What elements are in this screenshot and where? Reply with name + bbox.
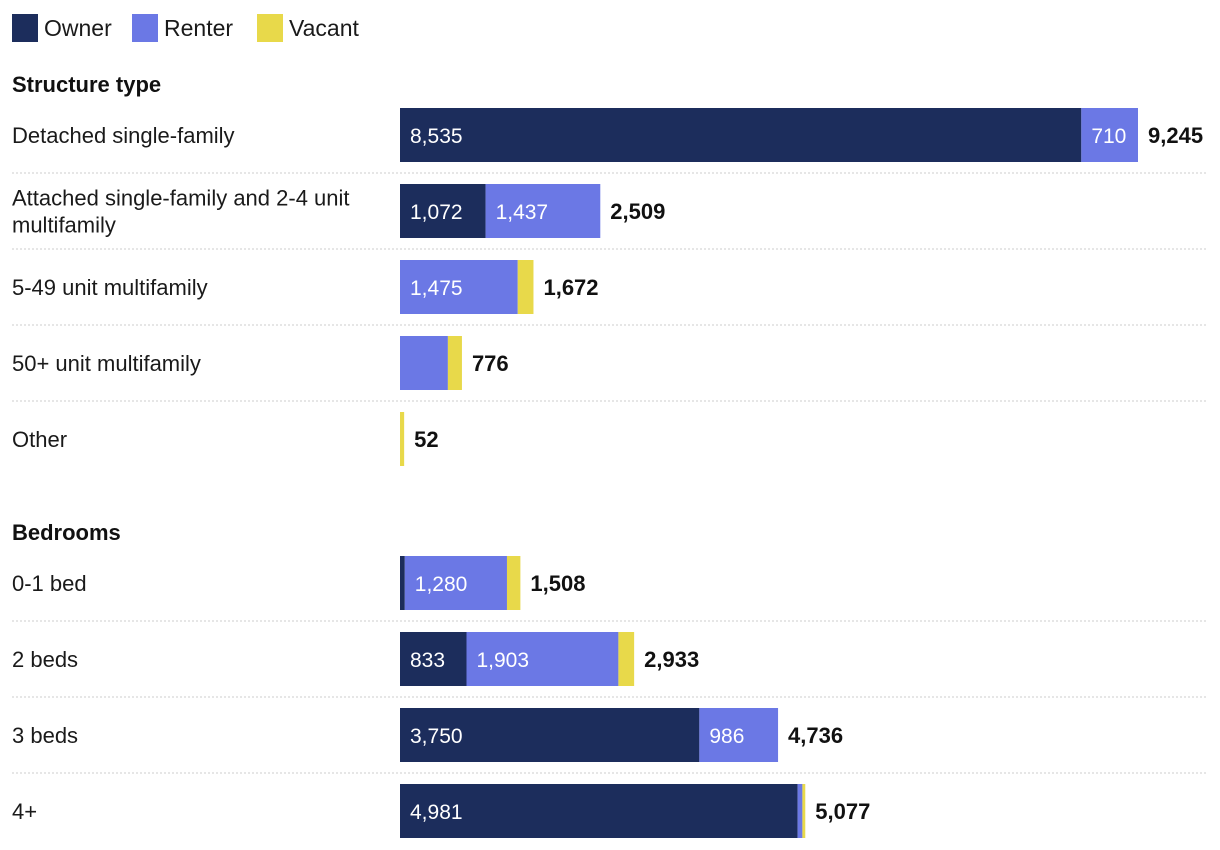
- bar-segment-owner: [400, 184, 486, 238]
- segment-value-label: 3,750: [410, 725, 463, 748]
- total-value-label: 52: [414, 427, 438, 452]
- segment-value-label: 1,280: [415, 573, 468, 596]
- total-value-label: 1,508: [530, 571, 585, 596]
- segment-value-label: 1,475: [410, 277, 463, 300]
- bar-segment-vacant: [506, 556, 521, 610]
- bar-segment-renter: [485, 184, 601, 238]
- category-label: Other: [12, 427, 67, 452]
- total-value-label: 9,245: [1148, 123, 1203, 148]
- segment-value-label: 8,535: [410, 125, 463, 148]
- bar-segment-vacant: [802, 784, 806, 838]
- bar-segment-owner: [400, 632, 467, 686]
- legend-label-owner: Owner: [44, 15, 112, 41]
- bar-segment-renter: [797, 784, 803, 838]
- legend-swatch-owner: [12, 14, 38, 42]
- total-value-label: 4,736: [788, 723, 843, 748]
- bar-segment-vacant: [447, 336, 462, 390]
- total-value-label: 2,933: [644, 647, 699, 672]
- bar-segment-renter: [400, 260, 518, 314]
- legend-swatch-vacant: [257, 14, 283, 42]
- total-value-label: 5,077: [815, 799, 870, 824]
- bar-segment-vacant: [400, 412, 405, 466]
- legend-label-vacant: Vacant: [289, 15, 360, 41]
- category-label: 0-1 bed: [12, 571, 87, 596]
- bar-segment-owner: [400, 556, 405, 610]
- bar-segment-vacant: [618, 632, 635, 686]
- total-value-label: 776: [472, 351, 509, 376]
- bar-segment-renter: [400, 336, 448, 390]
- section-title: Bedrooms: [12, 520, 121, 545]
- segment-value-label: 1,072: [410, 201, 463, 224]
- category-label: 4+: [12, 799, 37, 824]
- legend-label-renter: Renter: [164, 15, 233, 41]
- category-label: 3 beds: [12, 723, 78, 748]
- bar-segment-renter: [404, 556, 507, 610]
- segment-value-label: 833: [410, 649, 445, 672]
- total-value-label: 1,672: [543, 275, 598, 300]
- category-label: 5-49 unit multifamily: [12, 275, 208, 300]
- legend-swatch-renter: [132, 14, 158, 42]
- segment-value-label: 986: [709, 725, 744, 748]
- bar-segment-owner: [400, 108, 1082, 162]
- segment-value-label: 1,437: [496, 201, 549, 224]
- category-label: 50+ unit multifamily: [12, 351, 201, 376]
- bar-segment-owner: [400, 708, 700, 762]
- bar-segment-renter: [466, 632, 619, 686]
- total-value-label: 2,509: [610, 199, 665, 224]
- bar-segment-renter: [699, 708, 779, 762]
- segment-value-label: 710: [1091, 125, 1126, 148]
- segment-value-label: 1,903: [476, 649, 529, 672]
- category-label: Detached single-family: [12, 123, 235, 148]
- bar-segment-vacant: [517, 260, 534, 314]
- bar-segment-renter: [1081, 108, 1138, 162]
- category-label: Attached single-family and 2-4 unit multi…: [12, 186, 350, 238]
- bar-segment-owner: [400, 784, 798, 838]
- category-label: 2 beds: [12, 647, 78, 672]
- section-title: Structure type: [12, 72, 161, 97]
- segment-value-label: 4,981: [410, 801, 463, 824]
